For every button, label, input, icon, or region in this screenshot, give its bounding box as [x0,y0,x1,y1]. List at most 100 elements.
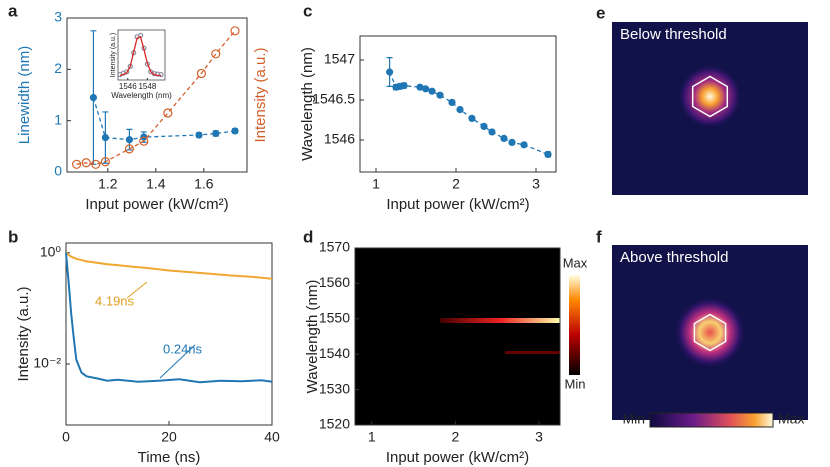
x-tick-label: 40 [264,429,280,445]
panel-letter: a [8,1,18,20]
data-point [400,81,408,90]
image-title: Below threshold [620,26,727,43]
x-tick-label: 20 [161,429,177,445]
data-point [91,159,101,169]
colorbar-label: Max [563,255,588,270]
colorbar-label: Max [778,411,804,427]
data-point [139,136,149,146]
x-tick-label: 2 [452,176,460,192]
data-point [544,150,552,158]
x-tick-label: 3 [535,429,543,445]
axes-frame [66,17,248,173]
x-axis-label: Input power (kW/cm²) [386,449,529,466]
series-line [65,252,273,280]
y-tick-label: 1530 [319,380,350,396]
data-point [520,141,528,149]
y-tick-label: 0 [54,163,62,179]
x-tick-label: 1548 [138,82,156,91]
data-point [101,134,110,142]
data-point [468,114,476,123]
panel-letter: b [8,227,18,246]
data-point [500,134,508,142]
y-tick-label: 1560 [319,274,350,290]
y-axis-label: Wavelength (nm) [304,280,321,394]
annotation-arrow [159,344,196,379]
data-point [196,68,206,79]
y2-axis-label: Intensity (a.u.) [252,47,269,142]
y-tick-label: 1 [54,111,62,127]
x-tick-label: 3 [532,176,540,192]
data-point [428,87,436,95]
data-point [71,159,82,169]
x-axis-label: Wavelength (nm) [111,91,172,100]
y-tick-label: 1547 [324,51,355,67]
image-title: Above threshold [620,249,728,266]
y-tick-label: 1546 [324,131,355,147]
x-tick-label: 2 [452,429,460,445]
mode-spot [678,64,742,129]
y-axis-label: Wavelength (nm) [299,47,316,161]
data-point [125,136,133,144]
x-tick-label: 1546 [119,82,137,91]
data-point [231,127,239,135]
panel-letter: f [596,227,602,246]
data-point [508,138,516,146]
x-tick-label: 1.6 [194,176,214,192]
x-axis-label: Input power (kW/cm²) [386,196,529,213]
heatmap-background [355,248,560,425]
y-tick-label: 10⁻² [33,355,61,371]
data-point [100,157,111,167]
y-tick-label: 1520 [319,416,350,432]
axes-frame [359,35,557,173]
series-line [119,35,162,77]
data-point [422,85,430,93]
annotation: 4.19ns [95,293,135,308]
x-tick-label: 1.2 [98,176,118,192]
mode-spot [674,296,746,369]
data-point [163,108,173,118]
hexagon-outline [691,75,729,118]
series-line [76,30,236,165]
x-axis-label: Input power (kW/cm²) [85,196,228,213]
y-tick-label: 1540 [319,345,350,361]
y-tick-label: 10⁰ [40,243,62,259]
axes-frame [354,247,561,426]
data-point [124,69,130,75]
data-point [230,26,240,36]
y-axis-label: Intensity (a.u.) [110,33,117,77]
colorbar-label: Min [622,411,645,427]
data-point [81,158,91,168]
y-axis-label: Intensity (a.u.) [15,286,32,381]
x-tick-label: 0 [62,429,70,445]
axes-frame [117,29,166,81]
annotation: 0.24ns [163,341,203,356]
x-tick-label: 1 [372,176,380,192]
y-tick-label: 1570 [319,239,350,255]
data-point [212,129,220,138]
x-tick-label: 1.4 [146,176,166,192]
data-point [436,91,444,99]
x-tick-label: 1 [368,429,376,445]
data-point [386,68,394,76]
hexagon-outline [693,313,727,352]
colorbar [569,275,580,375]
colorbar-label: Min [565,376,586,391]
data-point [448,98,456,107]
data-point [158,71,164,78]
data-point [124,144,134,154]
panel-letter: c [303,1,312,20]
y-axis-label: Linewidth (nm) [16,46,33,144]
colorbar [649,412,774,428]
panel-letter: d [303,227,313,246]
y-tick-label: 1550 [319,310,350,326]
data-point [456,105,464,114]
heatmap-mode [440,318,560,323]
y-tick-label: 2 [54,60,62,76]
annotation-arrow [126,281,148,299]
y-tick-label: 1546.5 [312,91,355,107]
data-point [195,131,203,139]
data-point [89,93,98,102]
y-tick-label: 3 [54,9,62,25]
data-point [211,49,221,59]
series-line [65,252,273,384]
